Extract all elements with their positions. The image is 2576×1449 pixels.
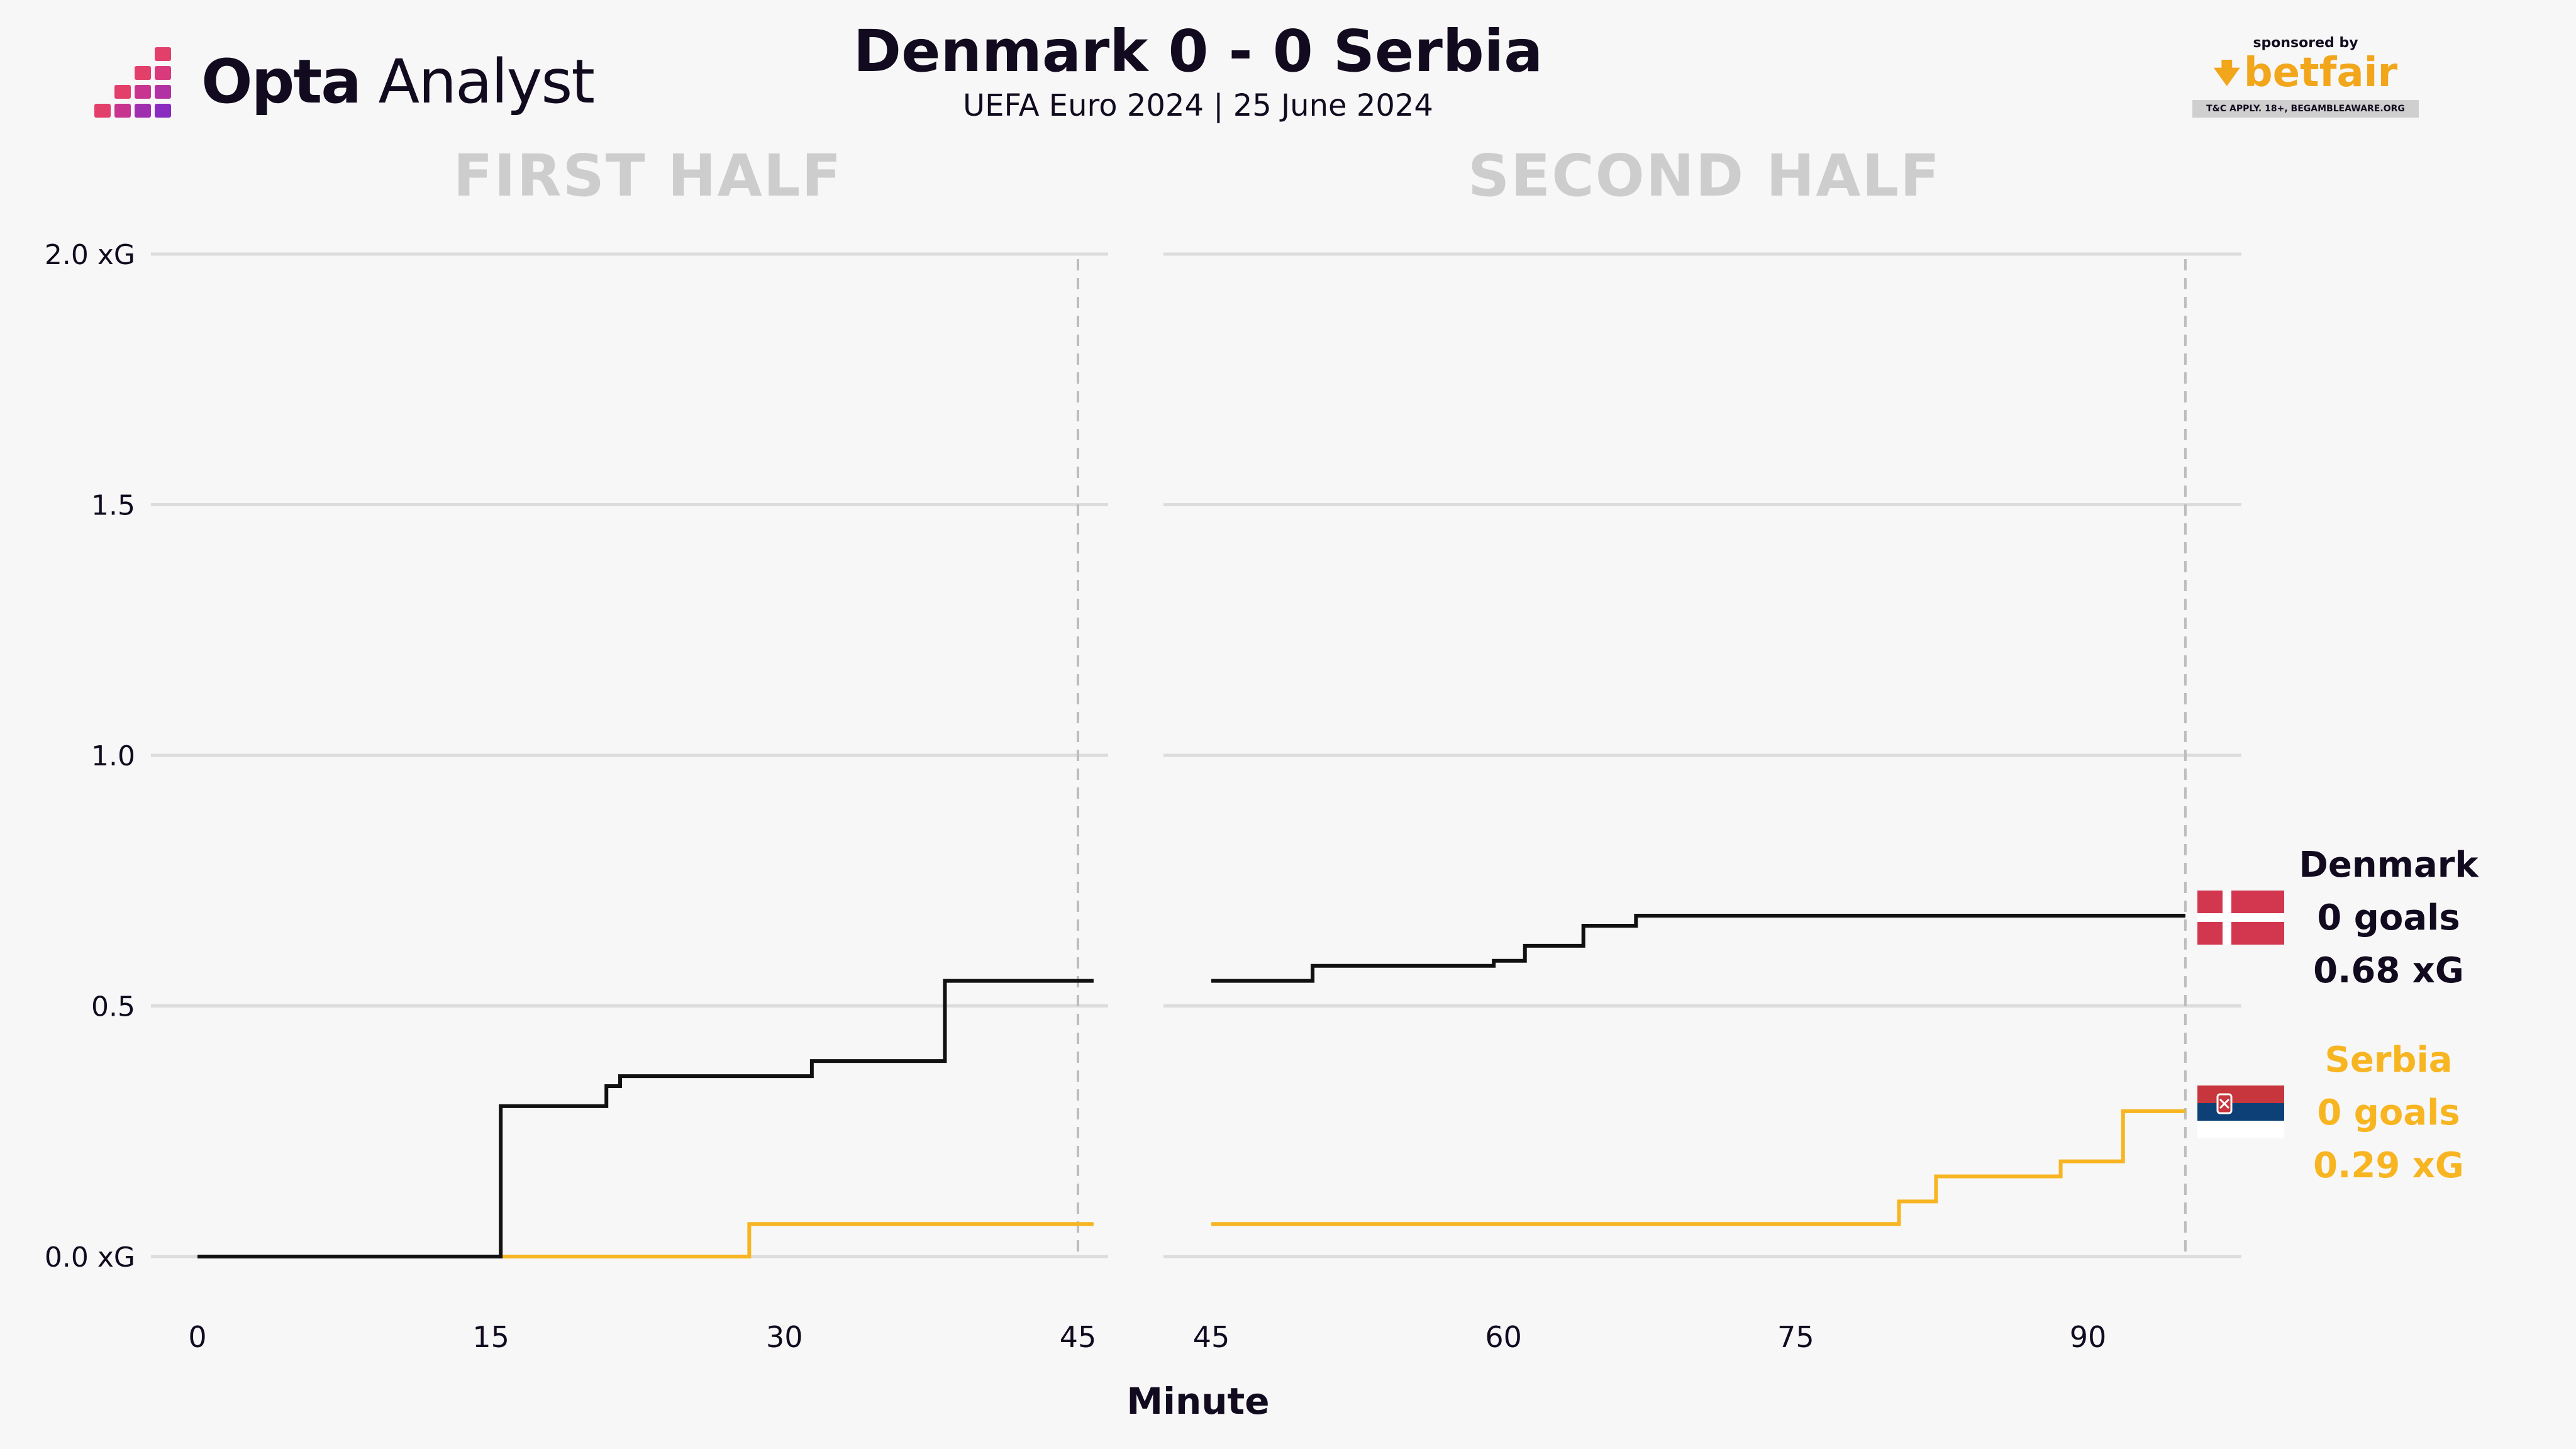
denmark-summary: Denmark 0 goals 0.68 xG <box>2275 839 2502 997</box>
y-tick-label: 0.5 <box>91 991 135 1023</box>
sponsor-disclaimer: T&C APPLY. 18+, BEGAMBLEAWARE.ORG <box>2192 100 2419 118</box>
denmark-flag-icon <box>2197 891 2284 945</box>
x-tick-label: 60 <box>1485 1320 1522 1354</box>
opta-logo-icon <box>94 41 195 123</box>
sponsor-by-label: sponsored by <box>2253 35 2358 51</box>
serbia-summary: Serbia 0 goals 0.29 xG <box>2275 1034 2502 1192</box>
chart-title: Denmark 0 - 0 Serbia <box>853 18 1543 85</box>
panel-title-second-half: SECOND HALF <box>1468 142 1941 209</box>
denmark-name: Denmark <box>2299 845 2479 886</box>
sponsor-name: betfair <box>2243 50 2398 96</box>
serbia-goals: 0 goals <box>2317 1092 2460 1133</box>
y-tick-label: 1.0 <box>91 740 135 772</box>
serbia-xg: 0.29 xG <box>2313 1145 2464 1186</box>
opta-analyst-logo: Opta Analyst <box>94 35 595 129</box>
x-tick-label: 45 <box>1193 1320 1230 1354</box>
brand-bold: Opta <box>201 47 362 117</box>
series-line-serbia-first-half <box>501 1222 1094 1258</box>
y-tick-label: 2.0 xG <box>45 239 135 271</box>
y-tick-label: 0.0 xG <box>45 1241 135 1274</box>
serbia-name: Serbia <box>2324 1040 2453 1080</box>
brand-light: Analyst <box>378 47 595 117</box>
denmark-goals: 0 goals <box>2317 897 2460 938</box>
x-tick-label: 30 <box>766 1320 803 1354</box>
x-tick-label: 75 <box>1777 1320 1814 1354</box>
x-tick-label: 0 <box>188 1320 206 1354</box>
sponsor-badge: sponsored by betfair T&C APPLY. 18+, BEG… <box>2192 35 2419 118</box>
chart-subtitle: UEFA Euro 2024 | 25 June 2024 <box>963 88 1433 123</box>
x-tick-label: 90 <box>2070 1320 2107 1354</box>
denmark-xg: 0.68 xG <box>2313 950 2464 991</box>
x-tick-label: 45 <box>1060 1320 1097 1354</box>
x-tick-label: 15 <box>472 1320 509 1354</box>
series-line-denmark-second-half <box>1211 914 2185 983</box>
x-axis-label: Minute <box>1126 1380 1270 1423</box>
series-line-serbia-second-half <box>1211 1109 2185 1226</box>
serbia-flag-icon <box>2197 1085 2284 1138</box>
series-line-denmark-first-half <box>197 979 1094 1258</box>
panel-title-first-half: FIRST HALF <box>453 142 843 209</box>
y-tick-label: 1.5 <box>91 490 135 522</box>
